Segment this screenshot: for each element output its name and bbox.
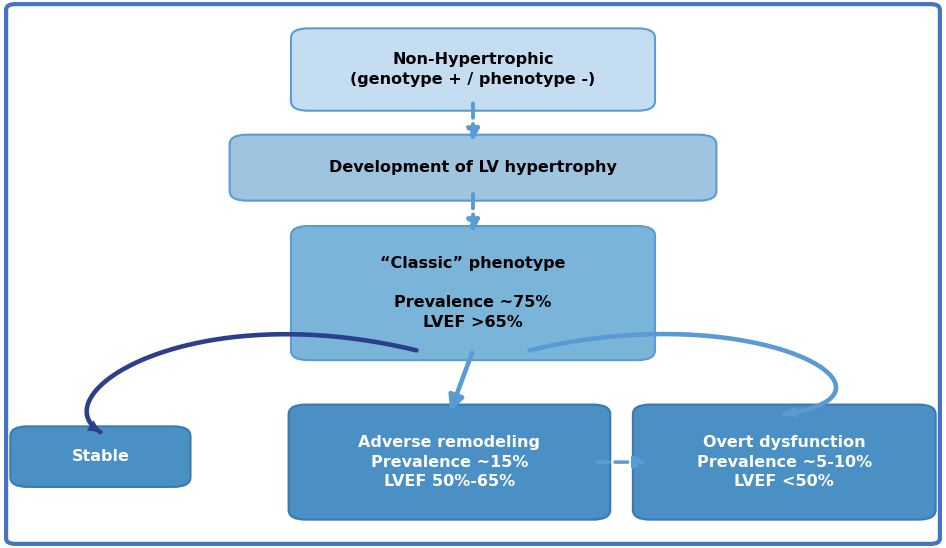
- FancyBboxPatch shape: [633, 404, 936, 520]
- FancyBboxPatch shape: [289, 404, 610, 520]
- Text: Adverse remodeling
Prevalence ~15%
LVEF 50%-65%: Adverse remodeling Prevalence ~15% LVEF …: [359, 435, 540, 489]
- Text: Overt dysfunction
Prevalence ~5-10%
LVEF <50%: Overt dysfunction Prevalence ~5-10% LVEF…: [696, 435, 872, 489]
- FancyBboxPatch shape: [230, 135, 716, 201]
- Text: “Classic” phenotype

Prevalence ~75%
LVEF >65%: “Classic” phenotype Prevalence ~75% LVEF…: [380, 256, 566, 330]
- FancyBboxPatch shape: [291, 226, 655, 360]
- FancyBboxPatch shape: [291, 28, 655, 111]
- Text: Non-Hypertrophic
(genotype + / phenotype -): Non-Hypertrophic (genotype + / phenotype…: [350, 52, 596, 87]
- Text: Development of LV hypertrophy: Development of LV hypertrophy: [329, 160, 617, 175]
- Text: Stable: Stable: [72, 449, 130, 464]
- FancyBboxPatch shape: [10, 426, 190, 487]
